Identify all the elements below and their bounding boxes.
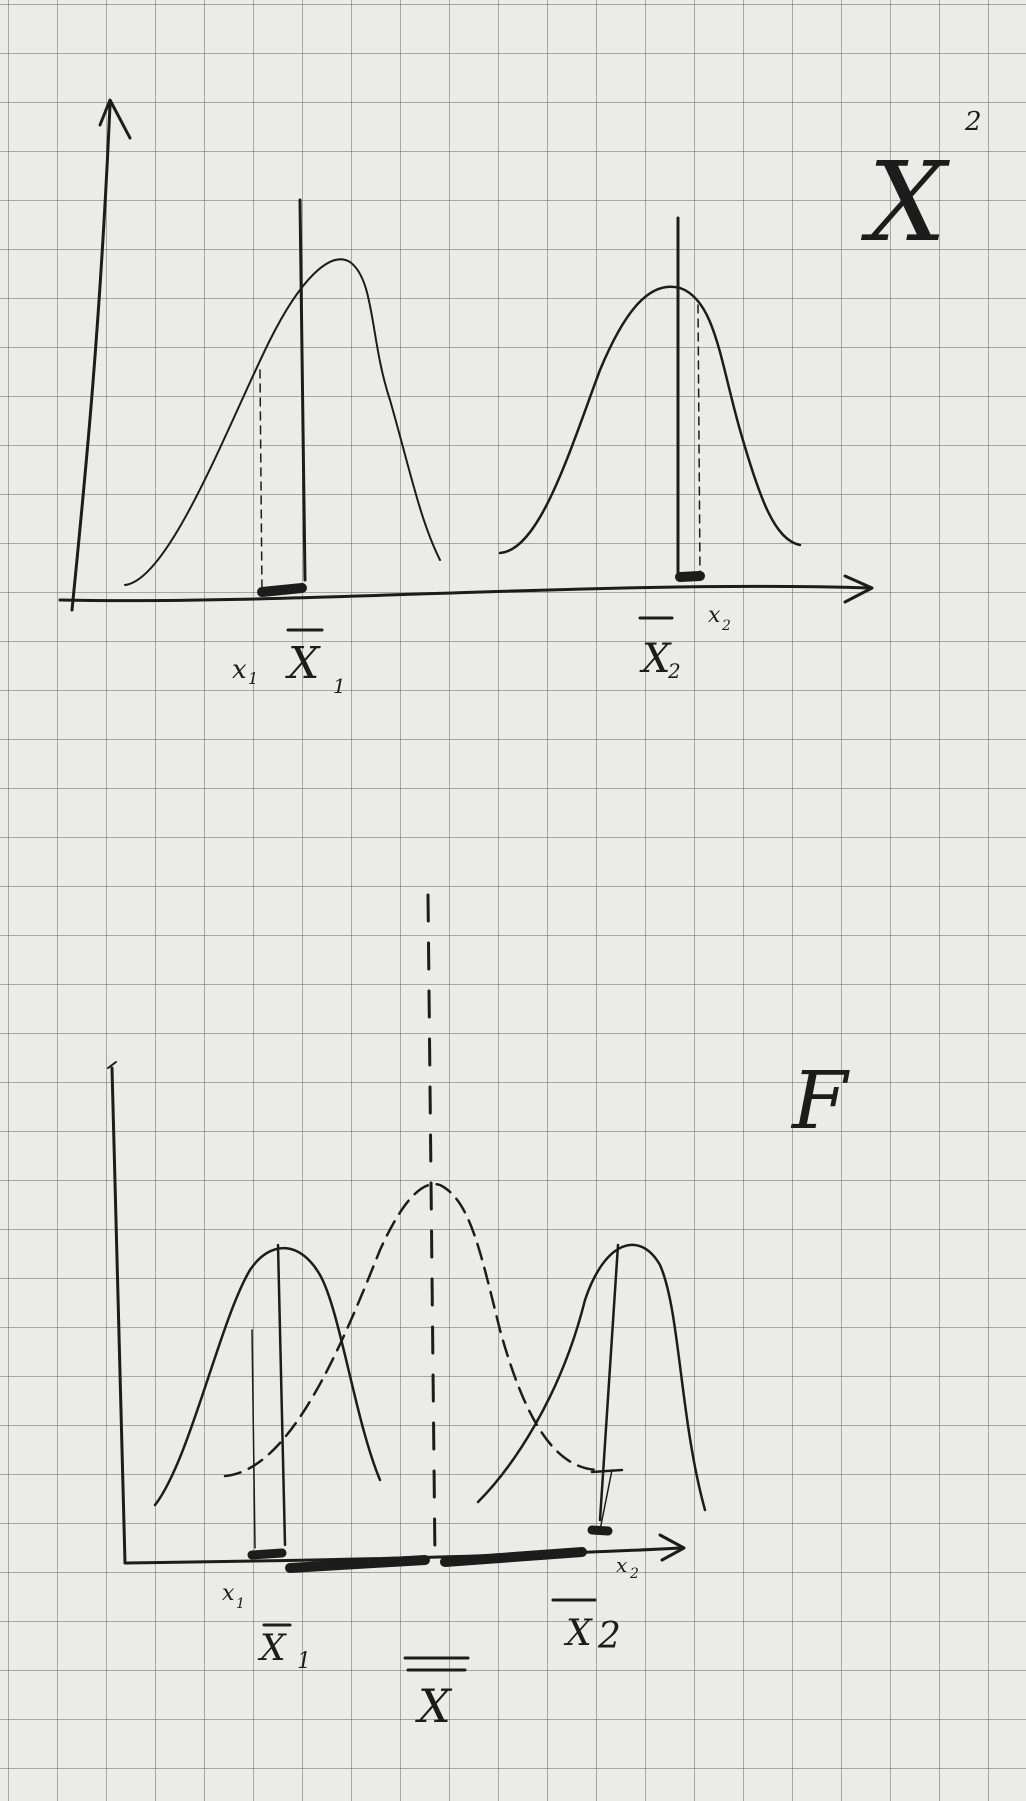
bottom-interval-mark-2	[587, 1525, 613, 1536]
svg-text:1: 1	[333, 674, 346, 698]
top-bell-curve-2	[498, 285, 802, 555]
bottom-mean-line-1	[276, 1243, 287, 1547]
bottom-y-axis-tick	[107, 1061, 117, 1069]
top-x-axis-arrowhead	[843, 574, 874, 604]
svg-text:1: 1	[297, 1649, 311, 1674]
bottom-label-x2-small: x 2	[616, 1553, 639, 1582]
top-mean-line-1	[298, 198, 307, 582]
svg-text:x: x	[708, 603, 721, 628]
svg-text:x: x	[232, 655, 247, 685]
svg-text:2: 2	[667, 659, 681, 683]
top-y-axis	[70, 103, 112, 612]
top-label-x1-bar: X 1	[285, 628, 346, 698]
svg-text:X: X	[639, 636, 672, 682]
svg-text:2: 2	[629, 1566, 639, 1582]
top-x-axis	[58, 584, 872, 603]
top-label-x2-small: x 2	[708, 603, 731, 634]
svg-text:2: 2	[597, 1616, 621, 1657]
bottom-label-x-double-bar: X	[403, 1656, 470, 1733]
bottom-tick-x2	[590, 1468, 624, 1474]
bottom-mean-line-2	[598, 1243, 620, 1522]
svg-text:x: x	[616, 1553, 627, 1577]
bottom-center-dashed-line	[426, 893, 437, 1562]
bottom-title-f: F	[790, 1054, 850, 1147]
svg-text:X: X	[285, 638, 321, 689]
bottom-bell-curve-2	[476, 1243, 707, 1512]
svg-text:2: 2	[964, 107, 982, 137]
bottom-interval-bar-left	[285, 1555, 430, 1573]
bottom-label-x1-bar: X 1	[257, 1623, 311, 1674]
bottom-bell-curve-1	[153, 1246, 382, 1507]
top-label-x2-bar: X 2	[638, 616, 681, 683]
bottom-interval-bar-right	[440, 1547, 587, 1567]
bottom-label-x2-bar: X 2	[551, 1598, 621, 1657]
svg-text:1: 1	[236, 1596, 245, 1612]
bottom-x-axis-arrowhead	[658, 1533, 686, 1562]
svg-text:X: X	[257, 1628, 287, 1669]
bottom-y-axis	[110, 1066, 127, 1565]
svg-text:x: x	[222, 1581, 235, 1606]
top-figure: x 1 X 1 X 2 x 2 X 2	[58, 98, 982, 698]
bottom-label-x1-small: x 1	[222, 1581, 245, 1612]
bottom-interval-mark-1	[247, 1548, 287, 1560]
top-dashed-line-1	[259, 369, 263, 596]
svg-text:1: 1	[248, 669, 258, 688]
top-y-axis-arrowhead	[98, 98, 132, 140]
bottom-line-x1	[251, 1329, 256, 1549]
svg-text:F: F	[790, 1054, 850, 1147]
svg-text:2: 2	[721, 618, 731, 634]
bottom-dashed-bell-curve	[223, 1182, 602, 1478]
bottom-x-axis	[123, 1546, 682, 1565]
bottom-line-x2	[599, 1469, 613, 1531]
top-interval-mark-1	[257, 583, 307, 597]
top-bell-curve-1	[124, 258, 441, 586]
bottom-figure: x 1 X 1 X X 2 x 2 F	[107, 893, 850, 1733]
svg-text:X: X	[415, 1679, 453, 1733]
top-dashed-line-2	[697, 304, 701, 576]
top-title-chi-squared: X 2	[860, 107, 982, 266]
top-interval-mark-2	[675, 571, 705, 582]
svg-text:X: X	[563, 1613, 593, 1654]
top-label-x1-small: x 1	[232, 655, 258, 688]
svg-text:X: X	[860, 138, 950, 266]
